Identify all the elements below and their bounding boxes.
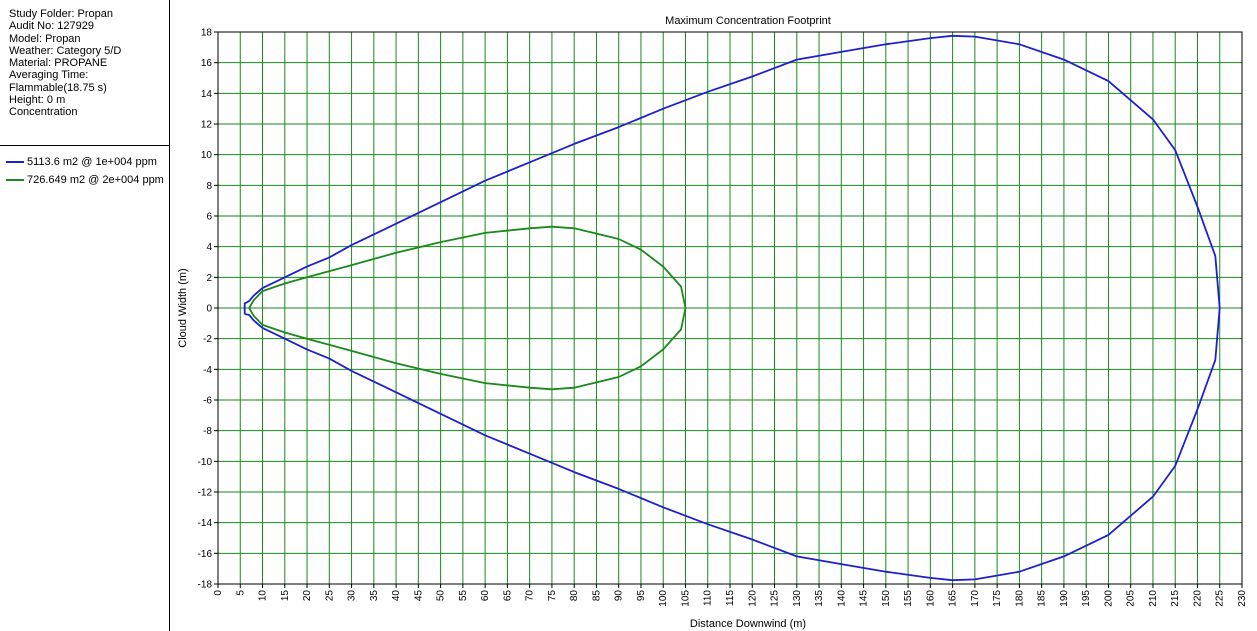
- averaging-time-value: Flammable(18.75 s): [9, 81, 107, 94]
- y-tick-label: 0: [206, 304, 212, 315]
- x-tick-label: 50: [436, 590, 447, 602]
- x-tick-label: 135: [814, 590, 825, 607]
- y-tick-label: 2: [206, 273, 212, 284]
- study-folder-line: Study Folder: Propan: [9, 8, 113, 20]
- x-tick-label: 145: [859, 590, 870, 607]
- x-tick-label: 130: [792, 590, 803, 607]
- x-tick-label: 10: [258, 590, 269, 602]
- x-tick-label: 5: [235, 590, 246, 596]
- y-tick-label: 16: [201, 58, 213, 69]
- x-tick-label: 175: [992, 590, 1003, 607]
- y-tick-label: -12: [198, 488, 213, 499]
- grid: [217, 31, 1243, 585]
- x-tick-label: 125: [770, 590, 781, 607]
- y-tick-label: -14: [198, 518, 213, 529]
- x-tick-label: 20: [302, 590, 313, 602]
- x-tick-label: 210: [1148, 590, 1159, 607]
- x-tick-label: 40: [391, 590, 402, 602]
- legend-swatch-1e4: [6, 160, 24, 163]
- y-axis-title: Cloud Width (m): [177, 268, 189, 347]
- height-line: Height: 0 m: [9, 94, 66, 107]
- x-tick-label: 25: [324, 590, 335, 602]
- study-info: Study Folder: Propan Audit No: 127929 Mo…: [9, 8, 167, 119]
- sidebar-panel: Study Folder: Propan Audit No: 127929 Mo…: [0, 0, 170, 631]
- weather-line: Weather: Category 5/D: [9, 44, 122, 57]
- x-tick-label: 120: [747, 590, 758, 607]
- x-tick-label: 75: [547, 590, 558, 602]
- x-tick-label: 15: [280, 590, 291, 602]
- series-line-1: [243, 34, 1221, 582]
- y-tick-label: 18: [201, 28, 213, 39]
- chart-title: Maximum Concentration Footprint: [665, 15, 831, 27]
- legend-item-2e4[interactable]: 726.649 m2 @ 2e+004 ppm: [6, 173, 166, 186]
- x-tick-label: 195: [1081, 590, 1092, 607]
- x-axis: 0 5 10 15 20 25 30 35 40 45 50 55 60 65 70 75 80 85 90 95 10…: [213, 584, 1248, 607]
- audit-no-line: Audit No: 127929: [9, 20, 95, 33]
- x-axis-title: Distance Downwind (m): [690, 618, 806, 630]
- y-tick-label: -18: [198, 580, 213, 591]
- y-tick-label: 8: [206, 181, 212, 192]
- x-tick-label: 215: [1170, 590, 1181, 607]
- y-tick-label: -8: [203, 426, 212, 437]
- y-tick-label: -16: [198, 549, 213, 560]
- legend-swatch-2e4: [6, 178, 24, 181]
- y-tick-label: -10: [198, 457, 213, 468]
- x-tick-label: 70: [525, 590, 536, 602]
- y-tick-label: 12: [201, 120, 213, 131]
- x-tick-label: 35: [369, 590, 380, 602]
- series-layer: [243, 34, 1221, 582]
- y-tick-label: 10: [201, 150, 213, 161]
- x-tick-label: 95: [636, 590, 647, 602]
- x-tick-label: 185: [1037, 590, 1048, 607]
- x-tick-label: 115: [725, 590, 736, 606]
- x-tick-label: 150: [881, 590, 892, 607]
- x-tick-label: 90: [614, 590, 625, 602]
- x-tick-label: 60: [480, 590, 491, 602]
- x-tick-label: 190: [1059, 590, 1070, 607]
- sidebar-divider: [0, 145, 170, 146]
- y-tick-label: -2: [203, 334, 212, 345]
- legend-label-2e4: 726.649 m2 @ 2e+004 ppm: [27, 173, 164, 186]
- series-line-2: [248, 225, 687, 391]
- x-tick-label: 165: [948, 590, 959, 607]
- y-tick-label: 14: [201, 89, 213, 100]
- y-tick-label: 4: [206, 242, 212, 253]
- y-tick-label: -4: [203, 365, 212, 376]
- legend: 5113.6 m2 @ 1e+004 ppm 726.649 m2 @ 2e+0…: [6, 155, 166, 191]
- concentration-line: Concentration: [9, 106, 78, 119]
- x-tick-label: 180: [1014, 590, 1025, 607]
- model-line: Model: Propan: [9, 32, 81, 45]
- x-tick-label: 55: [458, 590, 469, 602]
- x-tick-label: 230: [1237, 590, 1248, 607]
- x-tick-label: 170: [970, 590, 981, 607]
- y-tick-label: 6: [206, 212, 212, 223]
- chart-background: [170, 0, 1257, 631]
- x-tick-label: 0: [213, 590, 224, 596]
- y-axis: -18 -16 -14 -12 -10 -8 -6 -4 -2 0 2 4 6 8 10 12 14 16 18: [198, 28, 218, 591]
- x-tick-label: 200: [1103, 590, 1114, 607]
- x-tick-label: 205: [1126, 590, 1137, 607]
- x-tick-label: 80: [569, 590, 580, 602]
- y-tick-label: -6: [203, 396, 212, 407]
- x-tick-label: 45: [413, 590, 424, 602]
- material-line: Material: PROPANE: [9, 57, 108, 70]
- x-tick-label: 30: [347, 590, 358, 602]
- legend-label-1e4: 5113.6 m2 @ 1e+004 ppm: [27, 155, 157, 168]
- x-tick-label: 155: [903, 590, 914, 607]
- x-tick-label: 220: [1192, 590, 1203, 607]
- x-tick-label: 225: [1215, 590, 1226, 607]
- x-tick-label: 160: [925, 590, 936, 607]
- x-tick-label: 100: [658, 590, 669, 607]
- x-tick-label: 110: [703, 590, 714, 606]
- x-tick-label: 105: [680, 590, 691, 607]
- x-tick-label: 140: [836, 590, 847, 607]
- x-tick-label: 65: [502, 590, 513, 602]
- legend-item-1e4[interactable]: 5113.6 m2 @ 1e+004 ppm: [6, 155, 166, 168]
- x-tick-label: 85: [591, 590, 602, 602]
- averaging-time-line: Averaging Time:: [9, 69, 89, 82]
- chart: Maximum Concentration Footprint 0 5 10 15 20…: [170, 0, 1257, 631]
